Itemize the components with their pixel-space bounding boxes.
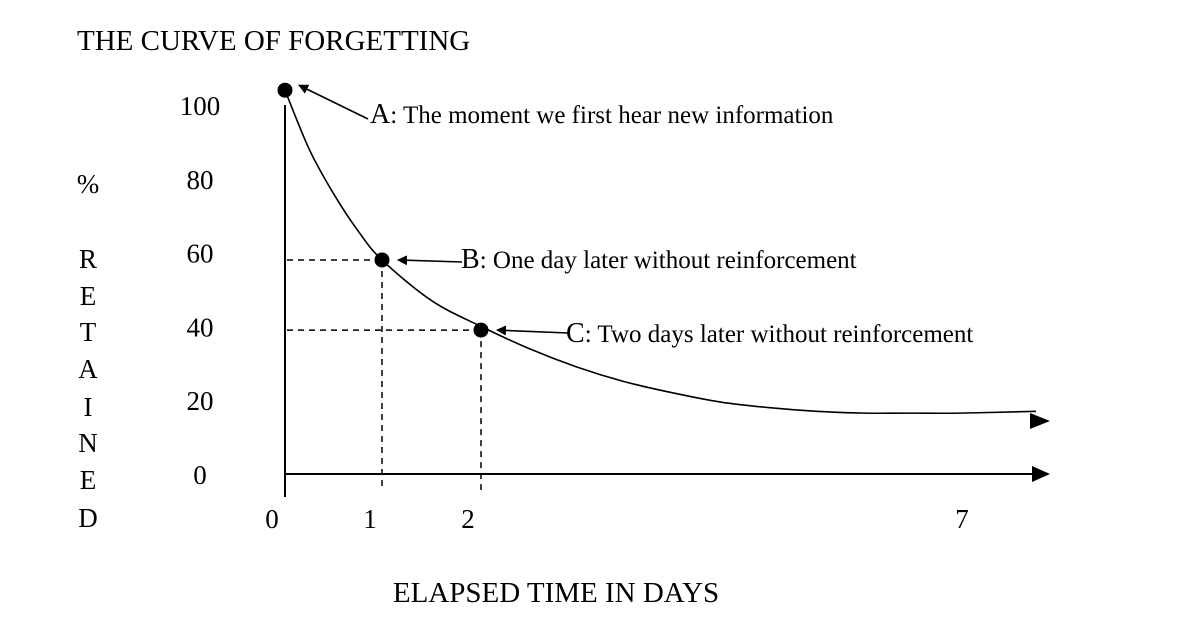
y-axis-label-letter: N <box>78 428 98 458</box>
annotation-arrow-b <box>397 255 463 266</box>
annotation-letter: B <box>461 244 480 275</box>
y-axis-label-letter: A <box>78 354 98 384</box>
annotation-letter: A <box>370 99 391 130</box>
annotation-label-b: B: One day later without reinforcement <box>461 244 857 275</box>
point-marker-a <box>277 82 293 98</box>
x-tick-label: 7 <box>955 504 969 534</box>
annotation-label-c: C: Two days later without reinforcement <box>566 318 973 349</box>
y-tick-label: 0 <box>193 460 207 490</box>
point-marker-c <box>473 322 489 338</box>
y-tick-label: 80 <box>187 165 214 195</box>
chart-title: THE CURVE OF FORGETTING <box>77 25 470 57</box>
x-axis-arrowhead <box>1032 466 1050 482</box>
y-tick-label: 20 <box>187 386 214 416</box>
y-tick-label: 40 <box>187 312 214 342</box>
x-axis-label: ELAPSED TIME IN DAYS <box>393 577 719 609</box>
y-axis-label-letter: R <box>79 244 97 274</box>
annotation-text: : One day later without reinforcement <box>480 247 857 274</box>
annotation-label-a: A: The moment we first hear new informat… <box>370 99 834 130</box>
x-tick-label: 0 <box>265 504 279 534</box>
x-tick-label: 1 <box>363 504 377 534</box>
y-tick-label: 60 <box>187 239 214 269</box>
y-axis-label-letter: D <box>78 503 98 533</box>
curve-arrowhead <box>1030 413 1050 429</box>
y-axis-label-letter: T <box>80 317 97 347</box>
x-tick-label: 2 <box>461 504 475 534</box>
annotation-letter: C <box>566 318 585 349</box>
y-axis-label-letter: E <box>80 281 97 311</box>
y-axis-label-letter: % <box>77 169 100 199</box>
y-tick-label: 100 <box>180 91 221 121</box>
annotation-text: : Two days later without reinforcement <box>585 321 974 348</box>
annotation-arrow-c <box>496 325 569 336</box>
forgetting-curve-line <box>284 89 1037 415</box>
annotation-arrow-a <box>298 84 369 120</box>
y-axis-label-letter: I <box>84 392 93 422</box>
y-axis-label-letter: E <box>80 465 97 495</box>
point-marker-b <box>374 252 390 268</box>
annotation-text: : The moment we first hear new informati… <box>390 102 834 129</box>
